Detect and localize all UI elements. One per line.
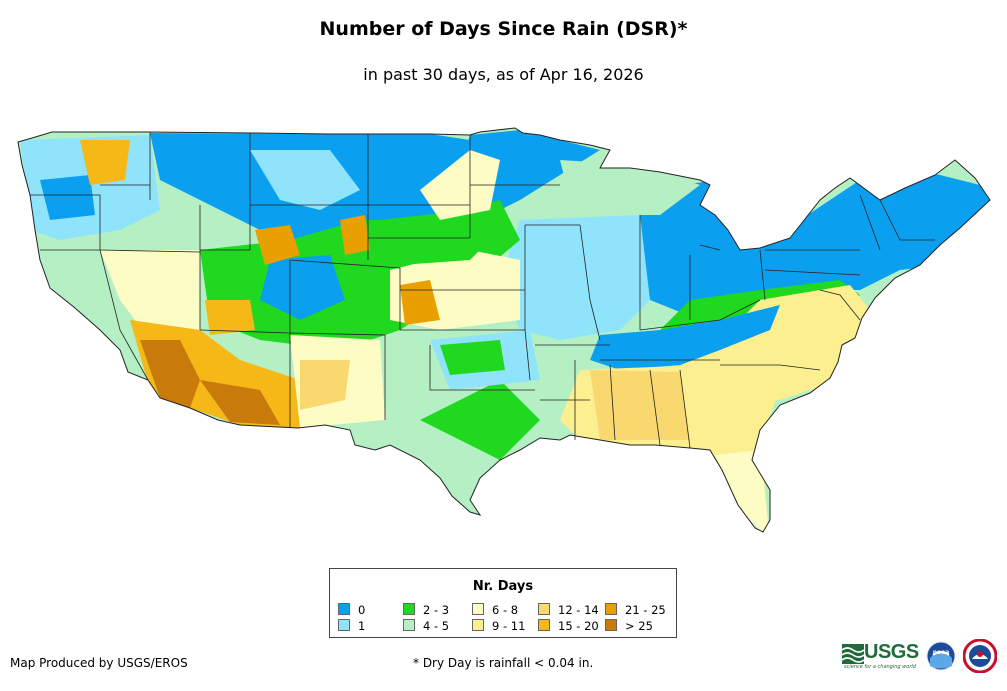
legend-title: Nr. Days: [472, 579, 534, 594]
legend-label: 9 - 11: [492, 619, 526, 633]
producer-credit: Map Produced by USGS/EROS: [10, 656, 188, 670]
nws-logo: [963, 639, 997, 673]
legend-item: 0: [338, 603, 365, 617]
legend-swatch: [472, 603, 484, 615]
legend-label: 6 - 8: [492, 603, 519, 617]
legend-item: 9 - 11: [472, 619, 525, 633]
legend-swatch: [472, 619, 484, 631]
legend-label: 4 - 5: [423, 619, 450, 633]
legend-item: 6 - 8: [472, 603, 518, 617]
legend-label: > 25: [625, 619, 653, 633]
legend-item: 4 - 5: [403, 619, 449, 633]
legend-label: 0: [358, 603, 366, 617]
dry-day-note: * Dry Day is rainfall < 0.04 in.: [413, 656, 594, 670]
legend-swatch: [338, 603, 350, 615]
legend-swatch: [403, 603, 415, 615]
map-title: Number of Days Since Rain (DSR)*: [319, 18, 688, 40]
legend-swatch: [538, 603, 550, 615]
legend-item: 2 - 3: [403, 603, 449, 617]
legend-swatch: [605, 619, 617, 631]
noaa-text: noaa: [933, 649, 950, 656]
legend-label: 15 - 20: [558, 619, 599, 633]
map-subtitle: in past 30 days, as of Apr 16, 2026: [363, 65, 644, 84]
legend-item: 1: [338, 619, 365, 633]
usgs-tagline: science for a changing world: [844, 664, 916, 670]
legend-label: 1: [358, 619, 366, 633]
legend-swatch: [605, 603, 617, 615]
legend-swatch: [538, 619, 550, 631]
usgs-wordmark: USGS: [864, 641, 919, 663]
legend-item: 12 - 14: [538, 603, 599, 617]
usgs-wave-icon: [842, 644, 864, 664]
legend-item: 21 - 25: [605, 603, 666, 617]
legend-label: 2 - 3: [423, 603, 450, 617]
legend: Nr. Days 0 1 2 - 3 4 - 5 6 - 8 9 - 11 12…: [329, 568, 677, 638]
legend-item: > 25: [605, 619, 653, 633]
usgs-logo: USGS science for a changing world: [842, 641, 920, 671]
legend-swatch: [403, 619, 415, 631]
legend-label: 12 - 14: [558, 603, 599, 617]
legend-item: 15 - 20: [538, 619, 599, 633]
legend-label: 21 - 25: [625, 603, 666, 617]
noaa-logo: noaa: [926, 641, 956, 671]
legend-swatch: [338, 619, 350, 631]
